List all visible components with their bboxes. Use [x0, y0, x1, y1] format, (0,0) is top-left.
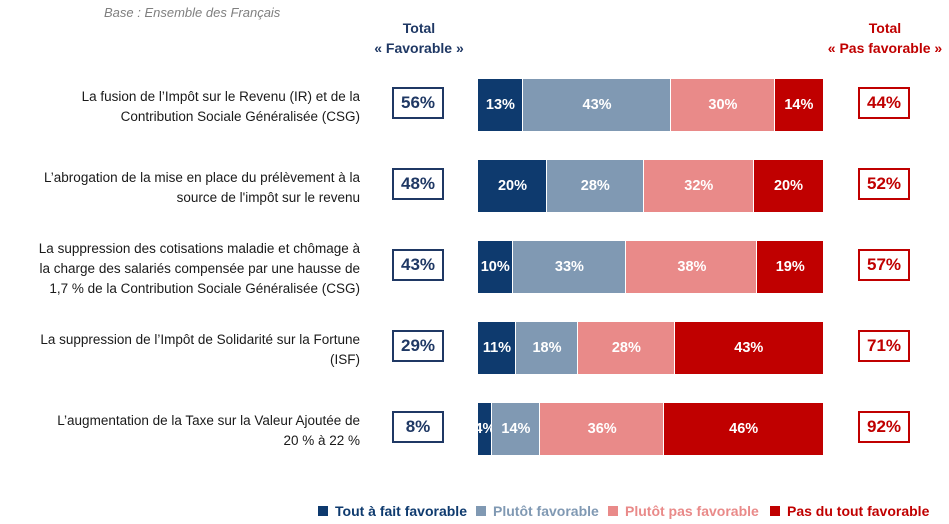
category-label: L’abrogation de la mise en place du prél…: [10, 158, 360, 218]
bar-segment-1: 11%: [478, 322, 516, 374]
total-unfavorable-header: Total « Pas favorable »: [815, 18, 949, 58]
total-unfavorable-value: 52%: [858, 168, 910, 200]
total-unfavorable-value: 92%: [858, 411, 910, 443]
total-unfavorable-value: 57%: [858, 249, 910, 281]
category-label-line: Contribution Sociale Généralisée (CSG): [120, 109, 360, 124]
total-favorable-header-line1: Total: [402, 20, 436, 36]
bar-segment-2: 33%: [512, 241, 627, 293]
chart-row: La suppression de l’Impôt de Solidarité …: [0, 320, 949, 380]
total-favorable-value: 48%: [392, 168, 444, 200]
legend-swatch: [476, 506, 486, 516]
chart-row: La suppression des cotisations maladie e…: [0, 239, 949, 299]
legend-swatch: [770, 506, 780, 516]
bar-segment-2: 18%: [515, 322, 579, 374]
stacked-bar: 13% 43% 30% 14%: [478, 79, 823, 131]
category-label-line: L’abrogation de la mise en place du prél…: [44, 170, 360, 185]
base-note: Base : Ensemble des Français: [104, 5, 281, 20]
stacked-bar: 10% 33% 38% 19%: [478, 241, 823, 293]
bar-segment-1: 13%: [478, 79, 523, 131]
legend-label: Tout à fait favorable: [335, 503, 467, 519]
bar-segment-4: 20%: [754, 160, 823, 212]
legend-item: Plutôt pas favorable: [608, 503, 759, 519]
category-label: La suppression de l’Impôt de Solidarité …: [10, 320, 360, 380]
bar-segment-1: 10%: [478, 241, 513, 293]
legend-item: Plutôt favorable: [476, 503, 599, 519]
legend-label: Plutôt favorable: [493, 503, 599, 519]
legend-label: Pas du tout favorable: [787, 503, 930, 519]
category-label-text: La suppression de l’Impôt de Solidarité …: [40, 330, 360, 370]
category-label-line: la charge des salariés compensée par une…: [39, 261, 360, 276]
stacked-bar: 4% 14% 36% 46%: [474, 403, 823, 455]
bar-segment-2: 43%: [522, 79, 672, 131]
total-unfavorable-header-line2: « Pas favorable »: [827, 40, 943, 56]
category-label-line: source de l'impôt sur le revenu: [176, 190, 360, 205]
category-label-text: L’augmentation de la Taxe sur la Valeur …: [57, 411, 360, 451]
category-label: La fusion de l’Impôt sur le Revenu (IR) …: [10, 77, 360, 137]
category-label-line: (ISF): [330, 352, 360, 367]
chart-row: La fusion de l’Impôt sur le Revenu (IR) …: [0, 77, 949, 137]
total-unfavorable-value: 71%: [858, 330, 910, 362]
legend-item: Tout à fait favorable: [318, 503, 467, 519]
bar-segment-4: 46%: [664, 403, 823, 455]
legend-item: Pas du tout favorable: [770, 503, 929, 519]
category-label-text: La suppression des cotisations maladie e…: [39, 239, 360, 299]
category-label: L’augmentation de la Taxe sur la Valeur …: [10, 401, 360, 461]
total-unfavorable-header-line1: Total: [868, 20, 902, 36]
legend-label: Plutôt pas favorable: [625, 503, 759, 519]
chart-row: L’abrogation de la mise en place du prél…: [0, 158, 949, 218]
total-favorable-value: 43%: [392, 249, 444, 281]
category-label-line: La suppression des cotisations maladie e…: [38, 241, 360, 256]
bar-segment-2: 14%: [491, 403, 541, 455]
total-favorable-header-line2: « Favorable »: [374, 40, 464, 56]
category-label-line: La fusion de l’Impôt sur le Revenu (IR) …: [81, 89, 360, 104]
bar-segment-4: 14%: [774, 79, 823, 131]
legend-swatch: [318, 506, 328, 516]
total-favorable-value: 29%: [392, 330, 444, 362]
category-label-text: L’abrogation de la mise en place du prél…: [44, 168, 360, 208]
total-favorable-value: 8%: [392, 411, 444, 443]
stacked-bar: 20% 28% 32% 20%: [478, 160, 823, 212]
bar-segment-3: 30%: [671, 79, 775, 131]
category-label-text: La fusion de l’Impôt sur le Revenu (IR) …: [82, 87, 360, 127]
total-favorable-header: Total « Favorable »: [349, 18, 489, 58]
category-label-line: La suppression de l’Impôt de Solidarité …: [40, 332, 360, 347]
bar-segment-1: 4%: [474, 403, 495, 455]
category-label-line: 20 % à 22 %: [283, 433, 360, 448]
category-label: La suppression des cotisations maladie e…: [10, 239, 360, 299]
bar-segment-4: 19%: [757, 241, 823, 293]
chart-row: L’augmentation de la Taxe sur la Valeur …: [0, 401, 949, 461]
stacked-bar: 11% 18% 28% 43%: [478, 322, 823, 374]
category-label-line: 1,7 % de la Contribution Sociale Général…: [49, 281, 360, 296]
bar-segment-4: 43%: [674, 322, 823, 374]
bar-segment-3: 36%: [540, 403, 665, 455]
bar-segment-3: 32%: [643, 160, 754, 212]
bar-segment-3: 28%: [578, 322, 675, 374]
legend-swatch: [608, 506, 618, 516]
bar-segment-2: 28%: [547, 160, 644, 212]
category-label-line: L’augmentation de la Taxe sur la Valeur …: [57, 413, 360, 428]
chart-legend: Tout à fait favorable Plutôt favorable Plu…: [0, 503, 949, 521]
bar-segment-1: 20%: [478, 160, 547, 212]
total-unfavorable-value: 44%: [858, 87, 910, 119]
total-favorable-value: 56%: [392, 87, 444, 119]
bar-segment-3: 38%: [626, 241, 758, 293]
